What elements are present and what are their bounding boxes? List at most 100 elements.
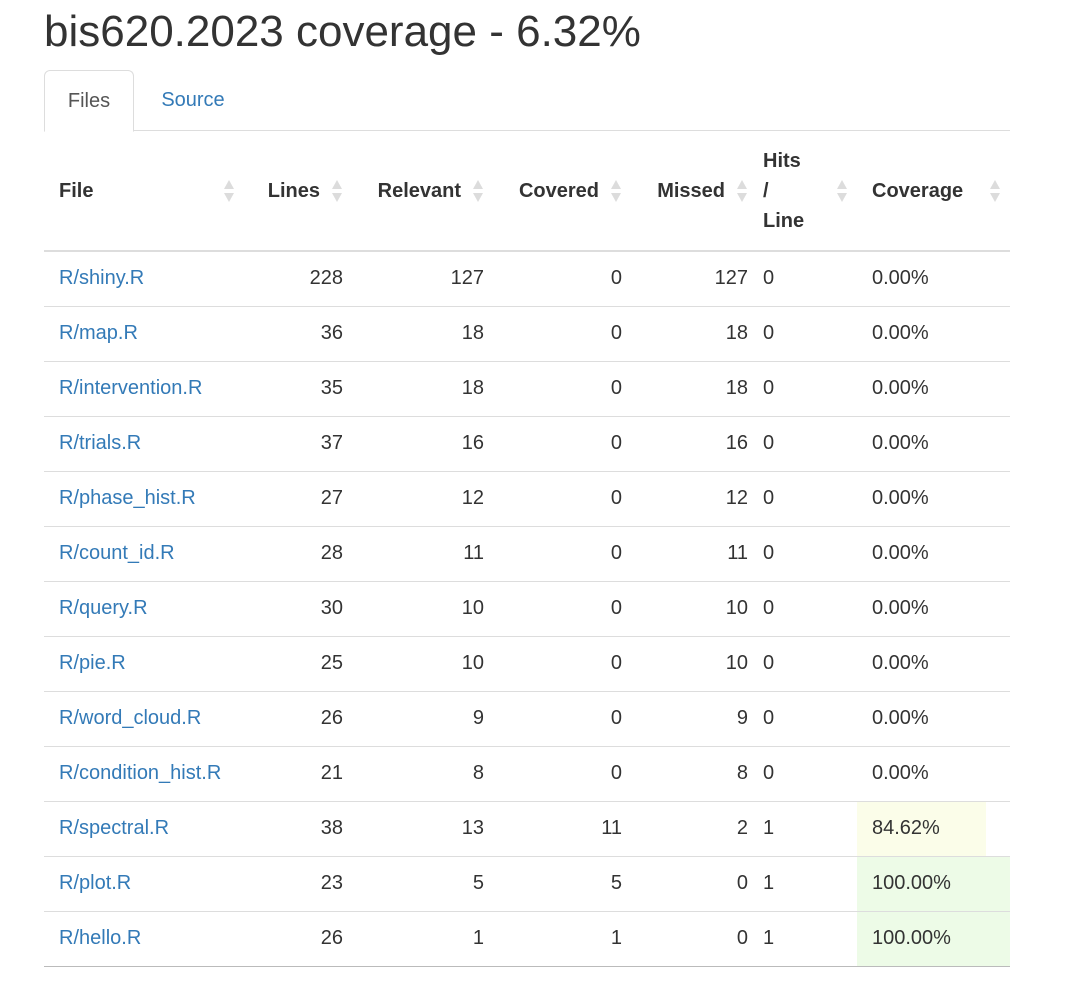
file-name-link[interactable]: R/trials.R xyxy=(59,432,142,454)
lines-cell: 27 xyxy=(244,471,352,527)
table-row: R/query.R 30 10 0 10 0 0.00% xyxy=(44,581,1010,637)
coverage-cell: 0.00% xyxy=(857,306,1010,362)
missed-cell: 16 xyxy=(631,416,757,472)
coverage-cell: 0.00% xyxy=(857,636,1010,692)
column-header-missed[interactable]: Missed xyxy=(631,131,757,252)
file-cell: R/condition_hist.R xyxy=(44,746,244,802)
file-cell: R/spectral.R xyxy=(44,801,244,857)
covered-cell: 0 xyxy=(493,471,631,527)
column-header-relevant[interactable]: Relevant xyxy=(352,131,493,252)
missed-cell: 127 xyxy=(631,251,757,307)
covered-cell: 0 xyxy=(493,306,631,362)
coverage-percent: 0.00% xyxy=(872,597,929,619)
file-name-link[interactable]: R/map.R xyxy=(59,322,138,344)
coverage-percent: 100.00% xyxy=(872,872,951,894)
table-row: R/hello.R 26 1 1 0 1 100.00% xyxy=(44,911,1010,967)
file-cell: R/pie.R xyxy=(44,636,244,692)
coverage-cell: 0.00% xyxy=(857,361,1010,417)
lines-cell: 21 xyxy=(244,746,352,802)
file-name-link[interactable]: R/pie.R xyxy=(59,652,126,674)
file-name-link[interactable]: R/condition_hist.R xyxy=(59,762,222,784)
coverage-cell: 0.00% xyxy=(857,581,1010,637)
lines-cell: 28 xyxy=(244,526,352,582)
lines-cell: 36 xyxy=(244,306,352,362)
table-row: R/pie.R 25 10 0 10 0 0.00% xyxy=(44,636,1010,692)
file-name-link[interactable]: R/hello.R xyxy=(59,927,142,949)
hits-per-line-cell: 0 xyxy=(757,251,857,307)
tab-source[interactable]: Source xyxy=(161,89,225,111)
missed-cell: 10 xyxy=(631,581,757,637)
missed-cell: 0 xyxy=(631,856,757,912)
file-cell: R/count_id.R xyxy=(44,526,244,582)
coverage-cell: 0.00% xyxy=(857,416,1010,472)
relevant-cell: 16 xyxy=(352,416,493,472)
file-cell: R/query.R xyxy=(44,581,244,637)
file-name-link[interactable]: R/spectral.R xyxy=(59,817,170,839)
missed-cell: 9 xyxy=(631,691,757,747)
tab-bar: Files Source xyxy=(44,70,1010,132)
covered-cell: 0 xyxy=(493,251,631,307)
missed-cell: 8 xyxy=(631,746,757,802)
coverage-cell: 0.00% xyxy=(857,471,1010,527)
covered-cell: 0 xyxy=(493,361,631,417)
table-row: R/spectral.R 38 13 11 2 1 84.62% xyxy=(44,801,1010,857)
lines-cell: 37 xyxy=(244,416,352,472)
coverage-cell: 0.00% xyxy=(857,251,1010,307)
file-name-link[interactable]: R/count_id.R xyxy=(59,542,175,564)
column-header-coverage[interactable]: Coverage xyxy=(857,131,1010,252)
table-row: R/shiny.R 228 127 0 127 0 0.00% xyxy=(44,251,1010,307)
coverage-percent: 0.00% xyxy=(872,707,929,729)
hits-per-line-cell: 0 xyxy=(757,636,857,692)
column-header-hits-per-line[interactable]: Hits / Line xyxy=(757,131,857,252)
hits-per-line-cell: 0 xyxy=(757,691,857,747)
file-name-link[interactable]: R/word_cloud.R xyxy=(59,707,202,729)
lines-cell: 26 xyxy=(244,911,352,967)
file-cell: R/phase_hist.R xyxy=(44,471,244,527)
file-name-link[interactable]: R/shiny.R xyxy=(59,267,145,290)
column-header-file[interactable]: File xyxy=(44,131,244,252)
table-row: R/plot.R 23 5 5 0 1 100.00% xyxy=(44,856,1010,912)
coverage-cell: 0.00% xyxy=(857,526,1010,582)
file-cell: R/intervention.R xyxy=(44,361,244,417)
coverage-percent: 84.62% xyxy=(872,817,940,839)
file-name-link[interactable]: R/intervention.R xyxy=(59,377,203,399)
file-cell: R/shiny.R xyxy=(44,251,244,307)
coverage-cell: 84.62% xyxy=(857,801,1010,857)
missed-cell: 2 xyxy=(631,801,757,857)
coverage-percent: 0.00% xyxy=(872,652,929,674)
covered-cell: 0 xyxy=(493,416,631,472)
relevant-cell: 9 xyxy=(352,691,493,747)
table-row: R/trials.R 37 16 0 16 0 0.00% xyxy=(44,416,1010,472)
coverage-cell: 0.00% xyxy=(857,746,1010,802)
hits-per-line-cell: 0 xyxy=(757,746,857,802)
file-cell: R/trials.R xyxy=(44,416,244,472)
page-title: bis620.2023 coverage - 6.32% xyxy=(44,7,641,56)
missed-cell: 18 xyxy=(631,361,757,417)
lines-cell: 30 xyxy=(244,581,352,637)
lines-cell: 38 xyxy=(244,801,352,857)
sort-icon xyxy=(990,178,1000,204)
table-row: R/count_id.R 28 11 0 11 0 0.00% xyxy=(44,526,1010,582)
relevant-cell: 12 xyxy=(352,471,493,527)
relevant-cell: 5 xyxy=(352,856,493,912)
coverage-percent: 0.00% xyxy=(872,432,929,454)
file-name-link[interactable]: R/phase_hist.R xyxy=(59,487,196,509)
covered-cell: 0 xyxy=(493,526,631,582)
coverage-percent: 0.00% xyxy=(872,322,929,344)
table-row: R/condition_hist.R 21 8 0 8 0 0.00% xyxy=(44,746,1010,802)
file-name-link[interactable]: R/query.R xyxy=(59,597,148,619)
coverage-bar-fill xyxy=(857,911,1010,966)
table-row: R/word_cloud.R 26 9 0 9 0 0.00% xyxy=(44,691,1010,747)
tab-files[interactable]: Files xyxy=(44,70,134,132)
coverage-cell: 0.00% xyxy=(857,691,1010,747)
lines-cell: 26 xyxy=(244,691,352,747)
covered-cell: 0 xyxy=(493,636,631,692)
column-header-lines[interactable]: Lines xyxy=(244,131,352,252)
coverage-percent: 0.00% xyxy=(872,487,929,509)
file-name-link[interactable]: R/plot.R xyxy=(59,872,132,894)
covered-cell: 0 xyxy=(493,691,631,747)
column-header-covered[interactable]: Covered xyxy=(493,131,631,252)
hits-per-line-cell: 0 xyxy=(757,526,857,582)
missed-cell: 10 xyxy=(631,636,757,692)
hits-per-line-cell: 0 xyxy=(757,306,857,362)
